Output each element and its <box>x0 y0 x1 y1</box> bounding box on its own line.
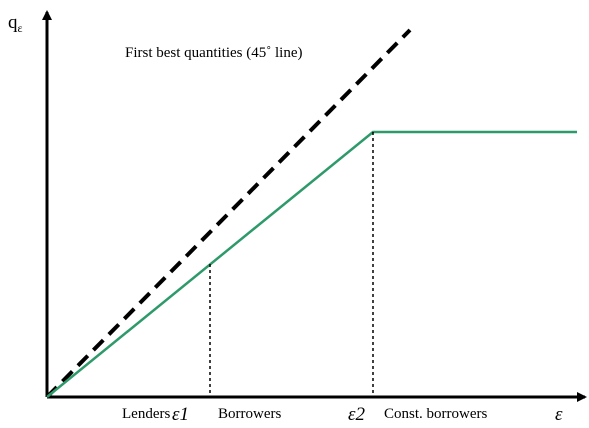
first-best-line <box>45 28 412 399</box>
x-label: Borrowers <box>218 406 281 422</box>
quantity-line <box>46 130 577 398</box>
x-label: Const. borrowers <box>384 406 487 422</box>
x-label: ε <box>555 404 563 425</box>
x-label: ε1 <box>172 404 189 425</box>
y-axis-label: qε <box>8 12 23 35</box>
x-label: Lenders <box>122 406 170 422</box>
line-label: First best quantities (45˚ line) <box>125 45 302 61</box>
x-label: ε2 <box>348 404 365 425</box>
